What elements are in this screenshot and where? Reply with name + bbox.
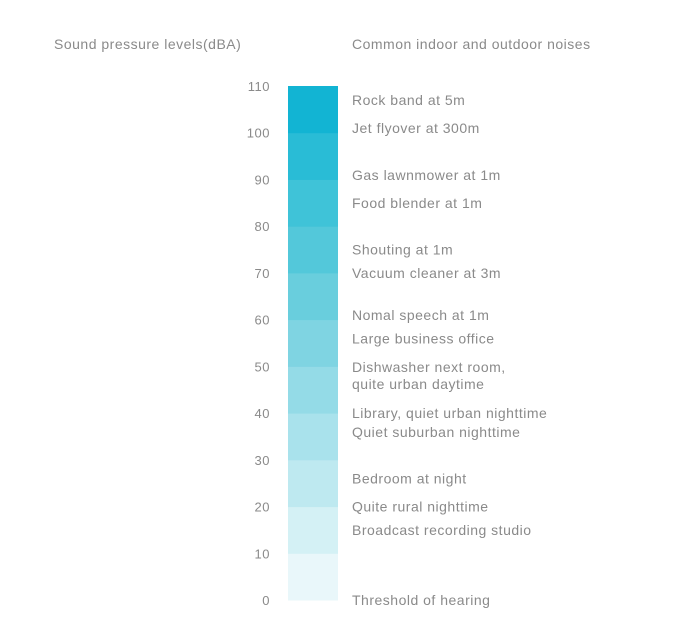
bar-segment-90-100 <box>288 132 338 180</box>
noise-label-item: Jet flyover at 300m <box>352 120 480 136</box>
noise-label-item: Quite rural nighttime <box>352 499 489 515</box>
bar-segment-20-30 <box>288 459 338 508</box>
y-tick-label: 110 <box>248 79 270 94</box>
noise-label-text: Quiet suburban nighttime <box>352 424 520 440</box>
noise-label-text: Bedroom at night <box>352 471 467 487</box>
noise-label-item: Shouting at 1m <box>352 242 453 258</box>
noise-label-item: Vacuum cleaner at 3m <box>352 265 501 281</box>
noise-list-title: Common indoor and outdoor noises <box>352 36 591 52</box>
noise-label-text: Gas lawnmower at 1m <box>352 167 501 183</box>
noise-label-text: Food blender at 1m <box>352 195 482 211</box>
bar-segment-100-110 <box>288 86 338 134</box>
y-tick-label: 40 <box>255 406 270 421</box>
noise-label-text: Dishwasher next room, <box>352 359 506 375</box>
noise-label-item: Library, quiet urban nighttime <box>352 405 547 421</box>
noise-label-item: Gas lawnmower at 1m <box>352 167 501 183</box>
y-tick-label: 90 <box>255 172 270 187</box>
bar-segment-80-90 <box>288 179 338 227</box>
noise-label-text: Vacuum cleaner at 3m <box>352 265 501 281</box>
noise-label-text: Nomal speech at 1m <box>352 307 489 323</box>
y-tick-label: 10 <box>255 546 270 561</box>
noise-label-item: Nomal speech at 1m <box>352 307 489 323</box>
noise-label-text: Shouting at 1m <box>352 242 453 258</box>
noise-label-text: Large business office <box>352 330 495 346</box>
y-tick-label: 0 <box>262 593 270 608</box>
noise-label-text: Jet flyover at 300m <box>352 120 480 136</box>
noise-label-text: Quite rural nighttime <box>352 499 489 515</box>
y-tick-label: 30 <box>255 453 270 468</box>
y-tick-label: 60 <box>255 313 270 328</box>
bar-segment-60-70 <box>288 272 338 321</box>
bar-segment-70-80 <box>288 226 338 274</box>
bar-segment-10-20 <box>288 506 338 554</box>
noise-label-item: Quiet suburban nighttime <box>352 424 520 440</box>
noise-label-text: Threshold of hearing <box>352 592 490 608</box>
bar-segment-40-50 <box>288 366 338 414</box>
bar-segment-0-10 <box>288 553 338 601</box>
y-tick-label: 80 <box>255 219 270 234</box>
noise-label-item: Dishwasher next room,quite urban daytime <box>352 359 506 392</box>
y-tick-label: 50 <box>255 359 270 374</box>
noise-label-text: Library, quiet urban nighttime <box>352 405 547 421</box>
y-axis-title: Sound pressure levels(dBA) <box>54 36 242 52</box>
noise-label-text: quite urban daytime <box>352 376 484 392</box>
noise-label-item: Broadcast recording studio <box>352 522 532 538</box>
y-tick-label: 70 <box>255 266 270 281</box>
noise-label-item: Food blender at 1m <box>352 195 482 211</box>
noise-label-item: Threshold of hearing <box>352 592 490 608</box>
noise-label-item: Bedroom at night <box>352 471 467 487</box>
bar-segment-30-40 <box>288 413 338 461</box>
noise-label-text: Rock band at 5m <box>352 92 465 108</box>
noise-label-text: Broadcast recording studio <box>352 522 532 538</box>
y-tick-label: 100 <box>247 126 270 141</box>
noise-label-item: Large business office <box>352 330 495 346</box>
noise-label-item: Rock band at 5m <box>352 92 465 108</box>
y-tick-label: 20 <box>255 500 270 515</box>
bar-segment-50-60 <box>288 319 338 367</box>
